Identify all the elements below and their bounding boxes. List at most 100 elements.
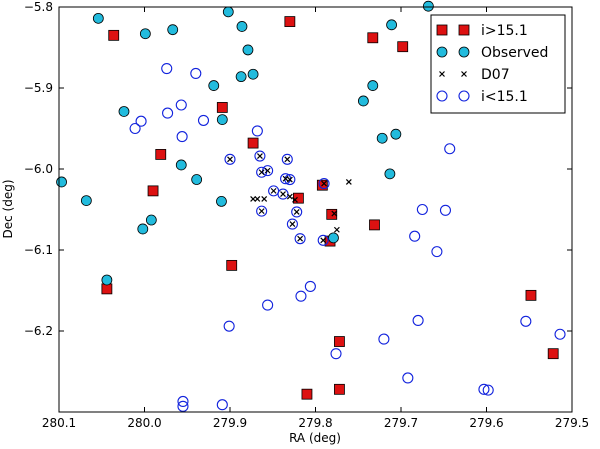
x-point <box>286 176 293 183</box>
circle-open-point <box>291 206 303 218</box>
x-point <box>286 193 293 200</box>
y-tick-label: −5.8 <box>24 0 53 14</box>
y-tick-label: −5.9 <box>24 81 53 95</box>
square-point <box>108 29 120 41</box>
circle-open-point <box>416 203 428 216</box>
circle-open-point <box>304 280 316 293</box>
x-tick-label: 279.9 <box>213 416 247 430</box>
circle-filled-point <box>191 174 203 185</box>
x-tick-label: 279.8 <box>298 416 332 430</box>
x-point <box>297 235 304 242</box>
circle-open-point <box>175 99 187 111</box>
square-point <box>397 41 409 53</box>
circle-open-point <box>262 299 274 311</box>
x-point <box>258 169 265 176</box>
x-point <box>270 187 277 194</box>
circle-filled-point <box>422 0 434 12</box>
circle-filled-point <box>208 80 220 91</box>
x-tick-label: 280.1 <box>42 416 76 430</box>
circle-open-point <box>286 218 298 230</box>
x-point <box>282 175 289 182</box>
square-point <box>334 336 345 347</box>
square-point <box>226 259 238 271</box>
circle-filled-point <box>235 71 247 83</box>
circle-open-point <box>444 143 456 155</box>
circle-filled-point <box>236 21 248 32</box>
square-point <box>155 149 167 160</box>
circle-filled-point <box>328 232 339 244</box>
circle-open-point <box>177 400 189 412</box>
legend: i>15.1 Observed D07 i<15.1 <box>430 14 566 114</box>
square-point <box>334 383 345 395</box>
square-point <box>525 289 537 301</box>
x-point <box>284 156 291 163</box>
square-point <box>326 208 338 220</box>
circle-open-point <box>129 122 141 135</box>
circle-filled-point <box>247 68 259 80</box>
circle-open-point <box>318 178 330 190</box>
circle-filled-point <box>118 106 130 117</box>
circle-open-point <box>251 125 263 137</box>
circle-filled-point <box>376 132 388 144</box>
x-tick-label: 279.6 <box>469 416 503 430</box>
circle-filled-point <box>56 176 67 188</box>
circle-open-point <box>412 314 424 327</box>
circle-open-point <box>317 234 329 246</box>
square-point <box>247 137 259 149</box>
circle-filled-point <box>384 168 396 180</box>
legend-marker-3-a <box>436 90 448 102</box>
circle-filled-point <box>145 214 157 226</box>
circle-open-point <box>378 333 390 345</box>
legend-label: i<15.1 <box>481 89 528 105</box>
circle-open-point <box>431 246 443 258</box>
circle-open-point <box>161 63 173 75</box>
square-point <box>284 16 296 27</box>
square-point <box>216 102 228 113</box>
legend-marker-0-a <box>436 24 448 36</box>
square-point <box>301 388 313 400</box>
x-tick-label: 279.5 <box>555 416 589 430</box>
circle-open-point <box>294 233 306 245</box>
legend-marker-1-b <box>458 46 470 58</box>
circle-filled-point <box>242 44 254 56</box>
x-point <box>257 153 263 159</box>
circle-open-point <box>176 131 188 143</box>
circle-open-point <box>162 107 174 119</box>
x-point <box>261 196 268 202</box>
plot-frame <box>58 6 573 413</box>
legend-marker-1-a <box>436 46 448 58</box>
circle-open-point <box>478 383 490 395</box>
legend-marker-3-b <box>458 90 470 102</box>
square-point <box>369 219 380 231</box>
x-tick-label: 279.7 <box>384 416 418 430</box>
x-axis-label: RA (deg) <box>289 431 341 445</box>
x-point <box>320 237 327 244</box>
circle-open-point <box>224 153 236 165</box>
circle-filled-point <box>137 223 149 235</box>
square-point <box>292 192 304 204</box>
legend-label: D07 <box>481 67 510 83</box>
legend-label: i>15.1 <box>481 23 528 39</box>
x-point <box>254 196 261 202</box>
legend-label: Observed <box>481 45 548 61</box>
circle-open-point <box>409 230 421 242</box>
circle-open-point <box>281 153 293 165</box>
x-point <box>345 179 352 185</box>
circle-open-point <box>135 115 147 127</box>
circle-open-point <box>223 320 235 332</box>
y-tick-label: −6.0 <box>24 162 53 176</box>
circle-filled-point <box>386 19 397 31</box>
square-point <box>367 32 379 44</box>
circle-open-point <box>439 204 452 216</box>
circle-filled-point <box>167 24 179 36</box>
y-tick-label: −6.2 <box>24 324 53 338</box>
circle-filled-point <box>80 195 92 206</box>
circle-open-point <box>482 384 494 396</box>
x-point <box>280 191 286 198</box>
circle-filled-point <box>139 28 151 40</box>
legend-box <box>430 14 566 114</box>
circle-filled-point <box>175 159 187 171</box>
circle-open-point <box>254 150 266 162</box>
circle-open-point <box>330 348 342 360</box>
